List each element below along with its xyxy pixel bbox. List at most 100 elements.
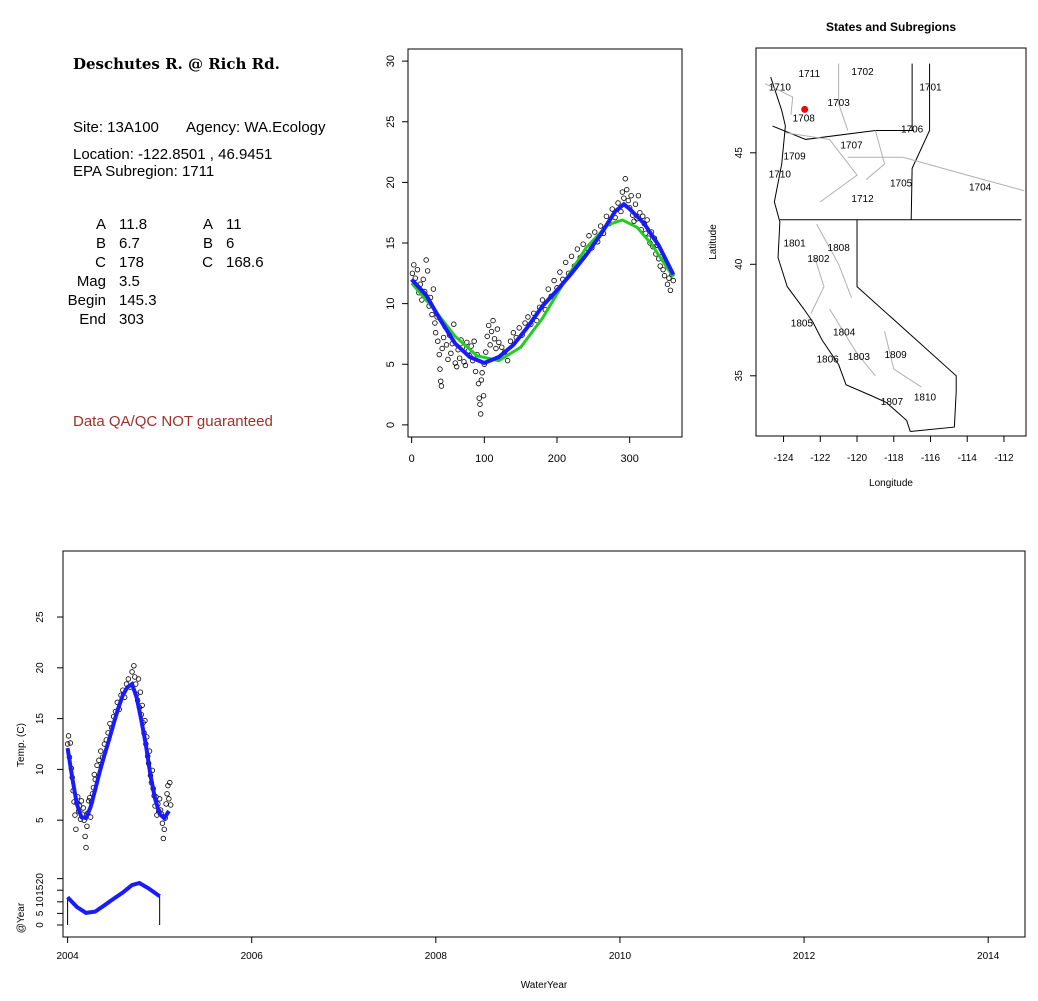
ts-data-point (167, 779, 173, 786)
map-x-label: Longitude (869, 478, 913, 489)
data-point (487, 342, 493, 348)
data-point (586, 233, 592, 239)
data-point (448, 350, 454, 357)
data-point (430, 286, 437, 292)
data-point (436, 351, 442, 358)
data-point (661, 273, 668, 279)
subregion-label: 1712 (851, 194, 874, 205)
y-tick-label: 15 (385, 237, 397, 249)
data-point (603, 213, 610, 220)
subregion-label: 1710 (769, 169, 792, 180)
ts-data-point (168, 802, 174, 808)
ts-y-tick-label: 20 (35, 662, 46, 674)
data-point (479, 370, 485, 376)
ts-data-point (156, 796, 163, 802)
data-point (580, 241, 586, 247)
data-point (490, 317, 496, 324)
data-point (625, 197, 631, 204)
data-point (545, 286, 551, 292)
ts-data-point (129, 669, 135, 675)
param-right-label: B (202, 235, 213, 252)
subregion-boundary (847, 156, 1025, 192)
data-point (644, 217, 650, 223)
data-point (411, 262, 417, 268)
ts-x-tick-label: 2014 (977, 951, 1000, 962)
x-tick-label: 100 (475, 453, 493, 465)
data-point (451, 321, 457, 327)
subregion-label: 1701 (919, 82, 942, 93)
x-tick-label: 0 (409, 453, 415, 465)
ts-data-point (131, 663, 137, 669)
ts-data-point (94, 762, 100, 769)
ts-x-tick-label: 2008 (425, 951, 448, 962)
data-point (557, 269, 563, 275)
param-left-value: 145.3 (119, 292, 157, 309)
data-point (414, 266, 421, 273)
qa-disclaimer: Data QA/QC NOT guaranteed (73, 413, 273, 430)
data-point (624, 186, 630, 193)
data-point (461, 359, 467, 365)
y-tick-label: 30 (385, 55, 397, 67)
map-x-tick-label: -124 (774, 453, 794, 464)
data-point (453, 363, 460, 370)
subregion-label: 1804 (833, 328, 856, 339)
map-x-tick-label: -118 (884, 453, 904, 464)
data-point (488, 328, 495, 335)
ts-data-point (72, 812, 78, 818)
subregion-label: 1801 (783, 238, 806, 249)
agency-name: Agency: WA.Ecology (186, 119, 326, 136)
data-point (475, 380, 482, 387)
subregion-label: 1711 (799, 69, 821, 80)
subregion-boundary (816, 223, 852, 298)
data-point (480, 393, 487, 399)
subregion-label: 1806 (817, 354, 840, 365)
data-point (432, 320, 438, 326)
y-tick-label: 25 (385, 116, 397, 128)
data-point (438, 378, 444, 384)
data-point (539, 297, 546, 303)
data-point (522, 320, 528, 326)
data-point (485, 322, 492, 329)
subregion-label: 1705 (890, 178, 913, 189)
ts-data-point (65, 733, 72, 739)
data-point (667, 287, 674, 293)
data-point (597, 223, 604, 229)
map-y-tick-label: 40 (734, 258, 745, 270)
ts-y-label: Temp. (C) (16, 723, 27, 767)
data-point (670, 277, 676, 284)
data-point (471, 338, 477, 344)
param-left-label: Begin (67, 292, 106, 309)
data-point (496, 339, 502, 346)
ts-y-tick-label: 15 (35, 713, 46, 725)
map-x-tick-label: -122 (810, 453, 830, 464)
ts-y2-tick-label: 20 (35, 873, 46, 885)
subregion-label: 1808 (828, 243, 851, 254)
subregion-boundary (838, 63, 849, 131)
data-point (615, 200, 621, 206)
ts-x-tick-label: 2004 (56, 951, 79, 962)
map-title: States and Subregions (826, 20, 956, 34)
data-point (432, 330, 439, 336)
subregion-label: 1805 (791, 319, 814, 330)
data-point (456, 355, 463, 361)
param-left-value: 6.7 (119, 235, 140, 252)
data-point (476, 395, 482, 401)
ts-y-tick-label: 5 (35, 817, 46, 823)
california-border (856, 219, 957, 433)
data-point (477, 411, 484, 417)
data-point (484, 333, 490, 340)
data-point (424, 268, 431, 274)
ts-x-tick-label: 2012 (793, 951, 816, 962)
data-point (443, 342, 450, 348)
data-point (438, 383, 445, 389)
subregion-label: 1707 (840, 140, 863, 151)
data-point (551, 277, 557, 284)
y-tick-label: 5 (385, 361, 397, 367)
data-point (619, 189, 626, 195)
data-point (640, 213, 646, 220)
data-point (464, 339, 470, 346)
subregion-boundary (810, 257, 825, 314)
param-right-value: 11 (226, 216, 242, 233)
x-tick-label: 200 (548, 453, 566, 465)
data-point (632, 201, 639, 207)
